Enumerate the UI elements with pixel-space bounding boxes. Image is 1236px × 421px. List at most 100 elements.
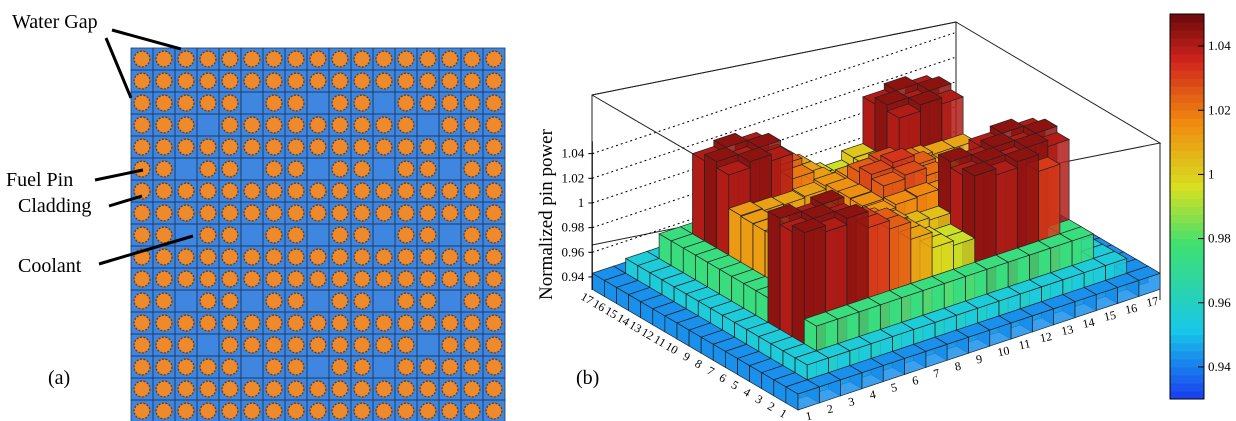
bar-top-face <box>1007 201 1043 217</box>
bar-right-face <box>870 336 893 375</box>
bar-left-face <box>701 218 715 283</box>
bar-left-face <box>788 209 802 354</box>
bar <box>818 219 855 333</box>
bar-left-face <box>728 207 742 319</box>
fuel-pin <box>419 182 437 200</box>
bar <box>891 343 927 376</box>
fuel-pin <box>331 314 349 332</box>
bar-right-face <box>971 179 994 219</box>
fuel-pin <box>485 314 503 332</box>
bar <box>743 197 779 269</box>
bar <box>952 261 988 333</box>
bar-top-face <box>831 167 867 183</box>
bar-left-face <box>756 150 769 276</box>
bar-left-face <box>980 139 994 290</box>
bar-top-face <box>1028 272 1064 288</box>
fuel-pin <box>155 380 173 398</box>
bar <box>670 233 706 305</box>
fuel-pin <box>419 138 437 156</box>
bar-right-face <box>907 217 930 319</box>
fuel-pin <box>265 116 283 134</box>
bar <box>910 159 947 191</box>
bar-right-face <box>786 233 809 326</box>
bar-left-face <box>786 190 800 255</box>
bar-right-face <box>1031 308 1054 333</box>
z-tick-label: 0.94 <box>562 269 585 284</box>
z-tick-label: 1.04 <box>562 146 585 161</box>
fuel-pin <box>375 270 393 288</box>
bar-top-face <box>1083 279 1119 295</box>
bar-top-face <box>931 159 967 175</box>
bar <box>1049 265 1085 312</box>
fuel-pin <box>397 160 415 178</box>
bar <box>828 169 864 241</box>
bar-left-face <box>859 179 873 219</box>
fuel-pin <box>419 160 437 178</box>
colorbar-segment <box>1170 166 1204 175</box>
bar-right-face <box>710 300 733 340</box>
fuel-pin <box>199 380 217 398</box>
fuel-pin <box>353 160 371 178</box>
bar-top-face <box>661 272 697 288</box>
bar-left-face <box>646 250 660 290</box>
bar-left-face <box>801 210 814 361</box>
bar-top-face <box>730 268 766 284</box>
bar-right-face <box>616 279 639 304</box>
bar-right-face <box>752 215 775 326</box>
bar-left-face <box>901 157 915 283</box>
bar-left-face <box>907 233 921 326</box>
bar-left-face <box>803 318 817 383</box>
bar-top-face <box>836 336 872 352</box>
fuel-pin <box>375 72 393 90</box>
bar-left-face <box>916 212 930 312</box>
bar-right-face <box>734 212 757 276</box>
fuel-pin <box>133 292 151 310</box>
y-tick-label: 9 <box>680 349 692 364</box>
fuel-pin <box>441 138 459 156</box>
fuel-pin <box>309 72 327 90</box>
fuel-pin <box>221 248 239 266</box>
bar <box>1113 258 1149 290</box>
bar-right-face <box>925 343 948 368</box>
bar <box>946 173 982 290</box>
bar <box>956 166 992 198</box>
bar-top-face <box>876 214 912 230</box>
bar-top-face <box>824 304 860 320</box>
bar-right-face <box>652 301 675 326</box>
bar <box>855 213 891 354</box>
fuel-pin <box>155 182 173 200</box>
bar-right-face <box>825 178 848 290</box>
bar <box>773 226 809 326</box>
bar <box>1007 201 1043 248</box>
y-tick-label: 2 <box>765 399 777 414</box>
fuel-pin <box>441 402 459 420</box>
bar-left-face <box>1019 308 1033 333</box>
bar <box>1004 147 1040 305</box>
bar-right-face <box>785 379 808 404</box>
bar-top-face <box>904 75 940 91</box>
top-frame <box>591 21 1162 216</box>
bar <box>992 146 1028 298</box>
bar <box>1040 294 1076 326</box>
fuel-pin <box>287 248 305 266</box>
bar-right-face <box>850 186 873 226</box>
bar-left-face <box>1053 230 1067 255</box>
bar-left-face <box>725 153 739 298</box>
bar-left-face <box>731 222 745 262</box>
bar <box>864 207 900 340</box>
fuel-pin <box>199 50 217 68</box>
bar-top-face <box>776 153 812 169</box>
bar-right-face <box>849 343 872 383</box>
fuel-pin <box>287 402 305 420</box>
bar-right-face <box>834 209 857 354</box>
bar-top-face <box>740 216 776 232</box>
fuel-pin <box>155 50 173 68</box>
bar-top-face <box>1080 243 1116 259</box>
bar-top-face <box>846 157 882 173</box>
bar-top-face <box>828 169 864 185</box>
bar <box>913 161 949 290</box>
fuel-pin <box>463 182 481 200</box>
bar-left-face <box>734 138 748 283</box>
bar <box>898 144 934 262</box>
bar-left-face <box>923 169 936 276</box>
